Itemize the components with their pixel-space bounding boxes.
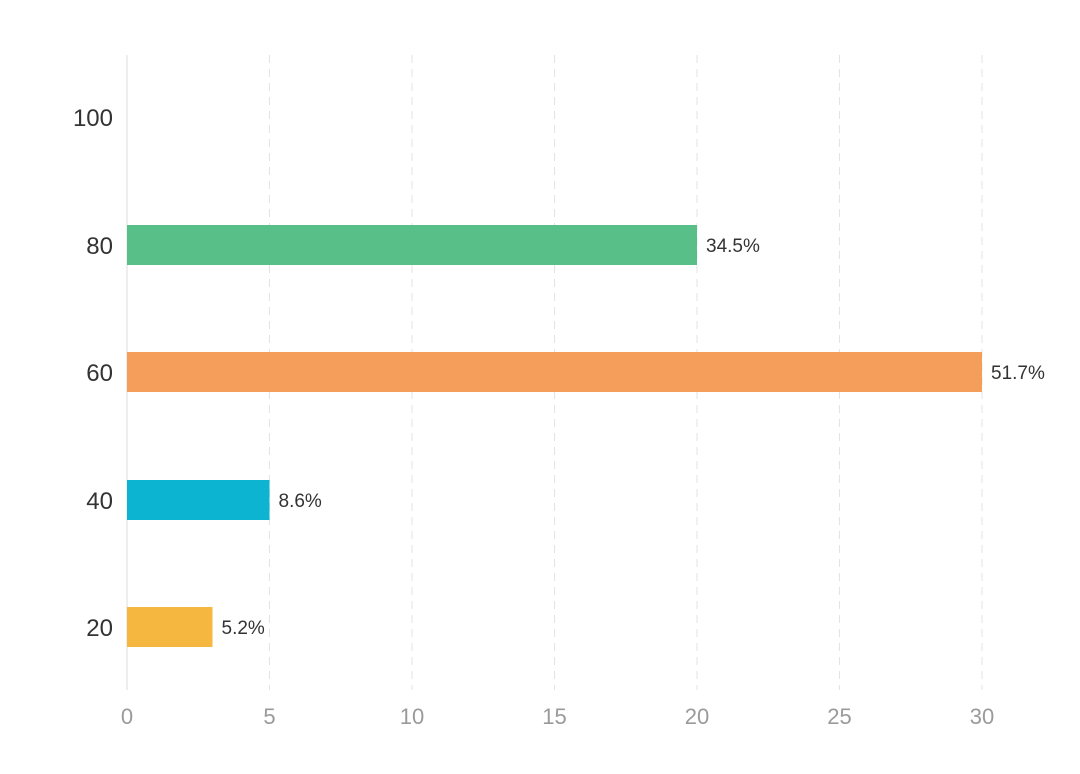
x-tick-label: 25 (827, 704, 851, 729)
bars (127, 225, 982, 647)
bar-value-label: 34.5% (706, 236, 760, 257)
category-label: 100 (73, 105, 113, 132)
x-tick-label: 15 (542, 704, 566, 729)
category-label: 40 (86, 488, 113, 515)
bar-value-label: 51.7% (991, 363, 1045, 384)
x-tick-label: 0 (121, 704, 133, 729)
x-tick-label: 5 (263, 704, 275, 729)
x-axis-ticks: 0 5 10 15 20 25 30 (121, 704, 994, 729)
bar-value-label: 8.6% (279, 491, 322, 512)
category-label: 20 (86, 615, 113, 642)
category-labels: 100 80 60 40 20 (73, 105, 113, 642)
x-tick-label: 30 (970, 704, 994, 729)
data-labels: 34.5% 51.7% 8.6% 5.2% (222, 236, 1045, 639)
x-tick-label: 20 (685, 704, 709, 729)
bar (127, 480, 270, 520)
bar-value-label: 5.2% (222, 618, 265, 639)
category-label: 60 (86, 360, 113, 387)
bar (127, 352, 982, 392)
category-label: 80 (86, 233, 113, 260)
bar (127, 225, 697, 265)
x-tick-label: 10 (400, 704, 424, 729)
bar (127, 607, 213, 647)
